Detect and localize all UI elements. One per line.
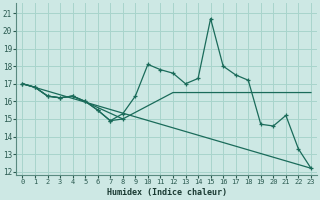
X-axis label: Humidex (Indice chaleur): Humidex (Indice chaleur)	[107, 188, 227, 197]
